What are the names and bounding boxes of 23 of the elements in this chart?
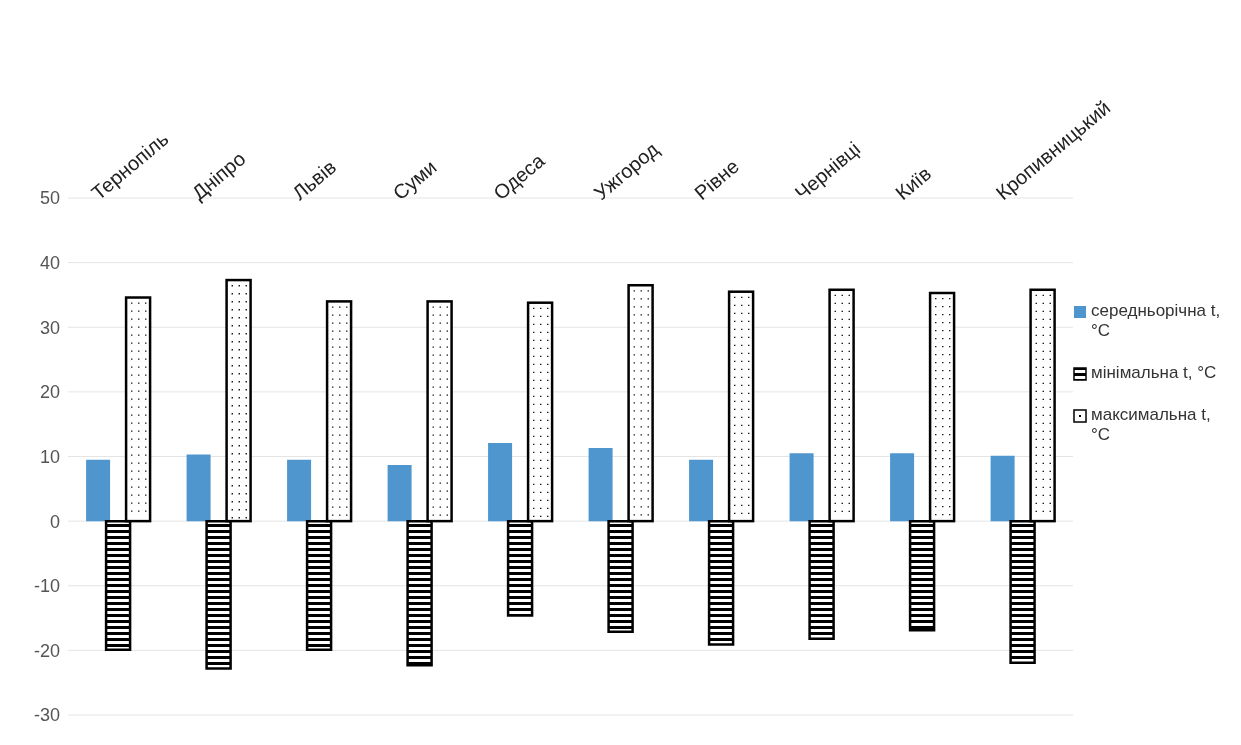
bar <box>890 453 915 522</box>
y-tick-label: -30 <box>33 705 60 726</box>
y-tick-label: -20 <box>33 640 60 661</box>
bar <box>789 453 814 522</box>
y-tick-label: -10 <box>33 576 60 597</box>
bar <box>287 459 312 522</box>
y-tick-label: 50 <box>39 188 60 209</box>
y-tick-label: 20 <box>39 382 60 403</box>
bar <box>990 455 1015 522</box>
bar <box>689 459 714 522</box>
y-tick-label: 0 <box>49 511 60 532</box>
bar <box>488 442 513 522</box>
legend-label: середньорічна t, °C <box>1091 300 1222 341</box>
y-tick-label: 10 <box>39 446 60 467</box>
legend-label: мінімальна t, °C <box>1091 362 1217 383</box>
bar <box>186 454 211 522</box>
bar <box>86 459 111 522</box>
legend-label: максимальна t, °C <box>1091 404 1212 445</box>
y-tick-label: 30 <box>39 317 60 338</box>
x-tick-label: Київ <box>891 162 936 205</box>
y-tick-label: 40 <box>39 253 60 274</box>
bar <box>387 464 412 522</box>
bar <box>588 448 613 522</box>
